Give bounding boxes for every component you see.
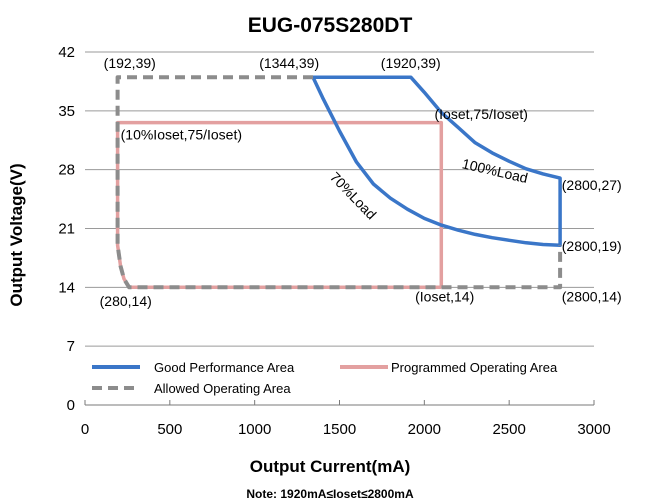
- annotation-label: (Ioset,75/Ioset): [435, 106, 528, 122]
- y-tick-label: 35: [58, 103, 75, 120]
- annotation-label: (1920,39): [381, 55, 441, 71]
- legend: Good Performance Area Programmed Operatin…: [92, 360, 558, 396]
- annotation-label: (2800,14): [562, 289, 622, 305]
- x-tick-label: 500: [157, 421, 182, 438]
- x-tick-label: 2000: [408, 421, 441, 438]
- series-line-good-performance-area: [311, 75, 562, 248]
- x-axis-title: Output Current(mA): [250, 457, 411, 476]
- y-axis-title: Output Voltage(V): [7, 163, 26, 306]
- annotations: (192,39) (1344,39) (1920,39) (Ioset,75/Iose…: [100, 55, 622, 309]
- y-tick-label: 7: [67, 338, 75, 355]
- annotation-label: (192,39): [104, 55, 156, 71]
- x-tick-label: 1000: [238, 421, 271, 438]
- y-tick-label: 42: [58, 44, 75, 61]
- annotation-label: (10%Ioset,75/Ioset): [121, 126, 242, 142]
- annotation-label: (1344,39): [259, 55, 319, 71]
- x-tick-label: 3000: [577, 421, 610, 438]
- chart-title: EUG-075S280DT: [248, 14, 413, 37]
- y-tick-label: 14: [58, 279, 75, 296]
- series-line-programmed-operating-area: [115, 120, 444, 290]
- x-tick-label: 2500: [492, 421, 525, 438]
- legend-label: Good Performance Area: [154, 360, 295, 375]
- annotation-label: (2800,19): [562, 238, 622, 254]
- annotation-label: (280,14): [100, 293, 152, 309]
- y-tick-label: 28: [58, 162, 75, 179]
- series-group: [115, 75, 563, 290]
- grid: [85, 51, 594, 347]
- series-line-allowed-operating-area: [115, 75, 563, 290]
- chart-note: Note: 1920mA≤Ioset≤2800mA: [246, 487, 414, 501]
- annotation-label: 100%Load: [461, 155, 530, 186]
- annotation-label: (2800,27): [562, 177, 622, 193]
- annotation-label: 70%Load: [327, 169, 380, 223]
- legend-label: Programmed Operating Area: [391, 360, 558, 375]
- annotation-label: (Ioset,14): [415, 289, 474, 305]
- x-tick-label: 1500: [323, 421, 356, 438]
- y-tick-label: 0: [67, 397, 75, 414]
- y-tick-label: 21: [58, 221, 75, 238]
- axes: 0 7 14 21 28 35 42 0 500 1000 1500 2000 2500 3000: [58, 44, 610, 438]
- legend-label: Allowed Operating Area: [154, 381, 291, 396]
- x-tick-label: 0: [81, 421, 89, 438]
